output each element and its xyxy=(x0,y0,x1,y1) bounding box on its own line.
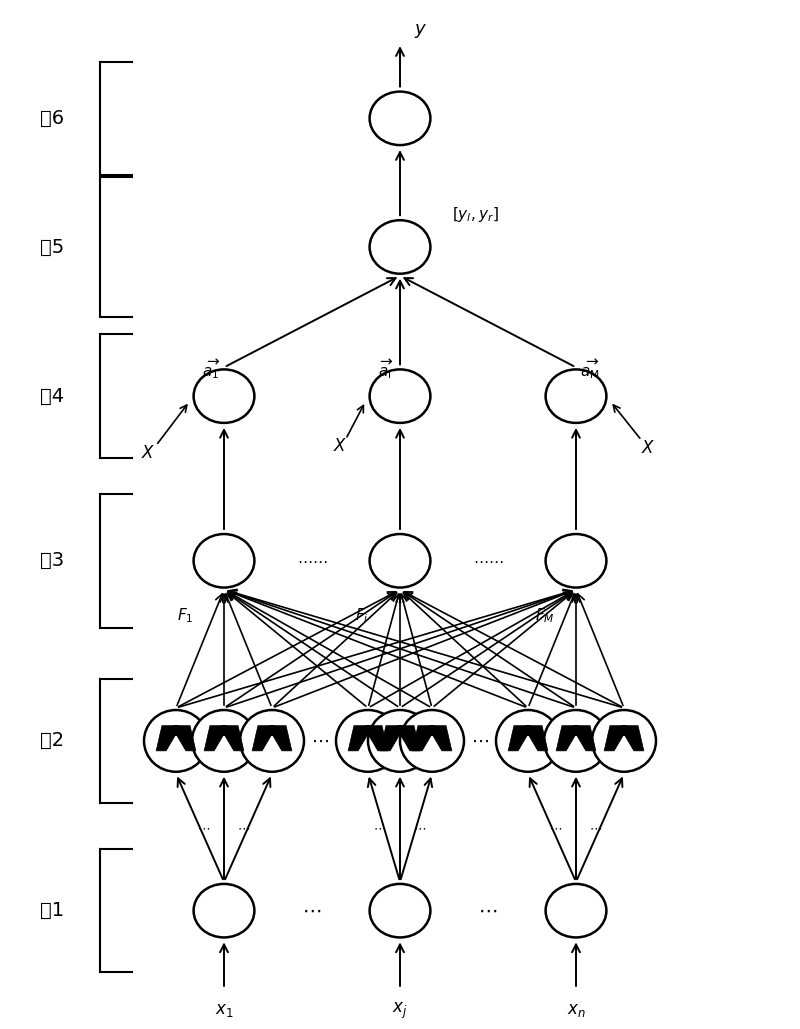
Ellipse shape xyxy=(370,369,430,423)
Text: $\overrightarrow{a_{\rm 1}}$: $\overrightarrow{a_{\rm 1}}$ xyxy=(202,357,220,381)
Ellipse shape xyxy=(544,710,608,772)
Text: $\cdots\cdots$: $\cdots\cdots$ xyxy=(473,554,503,568)
Text: $\cdots$: $\cdots$ xyxy=(471,732,489,750)
Text: $\cdots\cdots$: $\cdots\cdots$ xyxy=(297,554,327,568)
Text: 尖3: 尖3 xyxy=(40,552,64,570)
Ellipse shape xyxy=(370,220,430,274)
Ellipse shape xyxy=(370,534,430,588)
Text: $\overrightarrow{a_{\rm M}}$: $\overrightarrow{a_{\rm M}}$ xyxy=(580,357,600,381)
Polygon shape xyxy=(556,725,596,751)
Polygon shape xyxy=(252,725,292,751)
Ellipse shape xyxy=(546,884,606,937)
Ellipse shape xyxy=(368,710,432,772)
Ellipse shape xyxy=(144,710,208,772)
Ellipse shape xyxy=(496,710,560,772)
Ellipse shape xyxy=(194,534,254,588)
Text: $\cdots$: $\cdots$ xyxy=(311,732,329,750)
Text: $F_1$: $F_1$ xyxy=(178,606,194,625)
Text: $x_n$: $x_n$ xyxy=(566,1001,586,1019)
Text: $[y_l, y_r]$: $[y_l, y_r]$ xyxy=(452,206,498,224)
Text: $X$: $X$ xyxy=(333,436,347,455)
Text: 尖5: 尖5 xyxy=(40,238,64,256)
Polygon shape xyxy=(156,725,196,751)
Text: $\cdots$: $\cdots$ xyxy=(238,821,250,835)
Text: $X$: $X$ xyxy=(141,443,155,462)
Polygon shape xyxy=(348,725,388,751)
Polygon shape xyxy=(508,725,548,751)
Text: $X$: $X$ xyxy=(641,438,655,457)
Text: $\overrightarrow{a_{\rm i}}$: $\overrightarrow{a_{\rm i}}$ xyxy=(378,357,394,381)
Ellipse shape xyxy=(546,369,606,423)
Text: $\cdots$: $\cdots$ xyxy=(374,821,386,835)
Text: 尖6: 尖6 xyxy=(40,109,64,128)
Text: $\cdots$: $\cdots$ xyxy=(414,821,426,835)
Ellipse shape xyxy=(240,710,304,772)
Text: $\cdots$: $\cdots$ xyxy=(302,901,322,920)
Text: $F_M$: $F_M$ xyxy=(535,606,555,625)
Text: 尖4: 尖4 xyxy=(40,387,64,405)
Polygon shape xyxy=(380,725,420,751)
Polygon shape xyxy=(204,725,244,751)
Text: $y$: $y$ xyxy=(414,22,428,40)
Text: $\cdots$: $\cdots$ xyxy=(550,821,562,835)
Ellipse shape xyxy=(400,710,464,772)
Ellipse shape xyxy=(370,884,430,937)
Ellipse shape xyxy=(592,710,656,772)
Ellipse shape xyxy=(194,369,254,423)
Text: $x_j$: $x_j$ xyxy=(392,1001,408,1022)
Ellipse shape xyxy=(546,534,606,588)
Text: 尖2: 尖2 xyxy=(40,732,64,750)
Polygon shape xyxy=(604,725,644,751)
Polygon shape xyxy=(412,725,452,751)
Ellipse shape xyxy=(194,884,254,937)
Text: $\cdots$: $\cdots$ xyxy=(478,901,498,920)
Text: $x_1$: $x_1$ xyxy=(214,1001,234,1019)
Text: 尖1: 尖1 xyxy=(40,901,64,920)
Ellipse shape xyxy=(192,710,256,772)
Ellipse shape xyxy=(370,92,430,145)
Ellipse shape xyxy=(336,710,400,772)
Text: $F_i$: $F_i$ xyxy=(354,606,369,625)
Text: $\cdots$: $\cdots$ xyxy=(590,821,602,835)
Text: $\cdots$: $\cdots$ xyxy=(198,821,210,835)
